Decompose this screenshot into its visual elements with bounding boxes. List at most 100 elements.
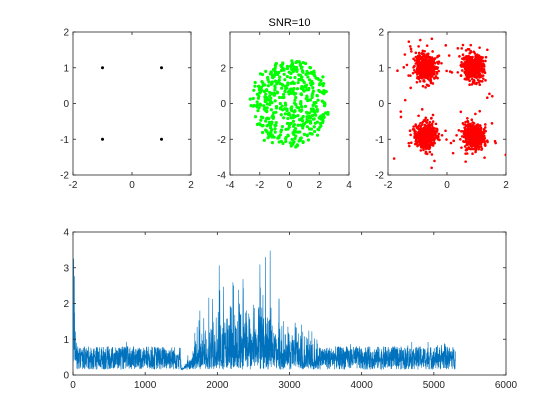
scatter-point bbox=[418, 38, 422, 42]
scatter-point bbox=[299, 76, 304, 80]
scatter-point bbox=[436, 134, 440, 138]
scatter-point bbox=[405, 63, 409, 67]
scatter-point bbox=[471, 147, 474, 151]
scatter-point bbox=[482, 137, 485, 141]
scatter-point bbox=[278, 75, 282, 79]
scatter-point bbox=[430, 153, 434, 156]
scatter-point bbox=[423, 49, 426, 53]
scatter-point bbox=[474, 55, 477, 58]
scatter-point bbox=[480, 80, 484, 83]
scatter-point bbox=[305, 117, 309, 122]
scatter-point bbox=[255, 122, 260, 126]
axes-4: 0 1000 2000 3000 4000 5000 6000 0 1 2 3 4 bbox=[63, 228, 517, 392]
scatter-point bbox=[467, 76, 471, 79]
scatter-point bbox=[429, 77, 432, 81]
scatter-point bbox=[473, 134, 477, 137]
scatter-point bbox=[416, 144, 419, 148]
scatter-point bbox=[418, 130, 421, 133]
scatter-point bbox=[251, 96, 255, 101]
scatter-point bbox=[460, 146, 463, 149]
scatter-point bbox=[296, 81, 300, 85]
scatter-point bbox=[304, 72, 308, 76]
scatter-point bbox=[471, 131, 474, 135]
scatter-point bbox=[258, 102, 262, 106]
scatter-point bbox=[274, 123, 278, 128]
scatter-point bbox=[399, 110, 403, 113]
scatter-point bbox=[474, 126, 478, 129]
scatter-point bbox=[421, 84, 425, 88]
scatter-point bbox=[408, 129, 412, 133]
scatter-point bbox=[291, 80, 295, 84]
scatter-point bbox=[462, 139, 465, 143]
scatter-point bbox=[269, 82, 273, 86]
scatter-point bbox=[421, 123, 424, 126]
scatter-point bbox=[475, 143, 479, 146]
scatter-point bbox=[287, 89, 291, 93]
scatter-point bbox=[425, 129, 428, 133]
scatter-point bbox=[274, 104, 279, 109]
scatter-point bbox=[479, 145, 483, 148]
scatter-point bbox=[484, 79, 487, 82]
scatter-point bbox=[276, 72, 280, 77]
scatter-point bbox=[264, 92, 268, 96]
y-tick-label: 2 bbox=[378, 28, 384, 39]
scatter-point bbox=[290, 59, 294, 63]
scatter-point bbox=[430, 136, 433, 140]
scatter-point bbox=[426, 118, 429, 122]
scatter-point bbox=[437, 138, 440, 141]
scatter-point bbox=[473, 70, 477, 74]
scatter-point bbox=[291, 119, 296, 123]
scatter-point bbox=[267, 80, 271, 84]
scatter-point bbox=[465, 148, 469, 152]
scatter-point bbox=[257, 85, 261, 89]
x-tick-label: 1000 bbox=[134, 380, 157, 391]
scatter-point bbox=[463, 71, 467, 75]
constellation-point bbox=[101, 137, 104, 141]
scatter-point bbox=[460, 65, 463, 68]
scatter-point bbox=[315, 94, 319, 98]
scatter-point bbox=[294, 95, 298, 100]
scatter-point bbox=[265, 124, 269, 128]
scatter-point bbox=[293, 98, 297, 102]
scatter-point bbox=[430, 70, 433, 74]
scatter-point bbox=[427, 145, 430, 149]
scatter-point bbox=[476, 78, 480, 82]
scatter-point bbox=[290, 137, 294, 142]
scatter-point bbox=[285, 74, 289, 79]
x-tick-label: 0 bbox=[444, 180, 450, 191]
scatter-point bbox=[320, 99, 324, 103]
scatter-point bbox=[464, 65, 468, 68]
scatter-point bbox=[301, 79, 305, 83]
x-tick-label: -4 bbox=[226, 180, 235, 191]
scatter-point bbox=[296, 106, 301, 110]
scatter-point bbox=[255, 100, 259, 104]
chart-title: SNR=10 bbox=[269, 17, 311, 29]
scatter-point bbox=[430, 56, 434, 59]
scatter-point bbox=[420, 108, 424, 111]
scatter-point bbox=[410, 50, 413, 53]
y-tick-label: 3 bbox=[63, 263, 69, 274]
scatter-point bbox=[439, 27, 442, 30]
scatter-point bbox=[283, 107, 287, 111]
scatter-point bbox=[466, 119, 470, 123]
constellation-point bbox=[160, 137, 163, 141]
scatter-point bbox=[305, 88, 309, 92]
scatter-point bbox=[425, 44, 429, 47]
scatter-point bbox=[417, 114, 420, 118]
scatter-point bbox=[287, 111, 291, 115]
scatter-point bbox=[318, 125, 322, 129]
scatter-point bbox=[267, 131, 271, 136]
scatter-point bbox=[474, 66, 478, 70]
scatter-point bbox=[437, 62, 440, 65]
scatter-point bbox=[282, 72, 286, 76]
scatter-point bbox=[295, 59, 299, 64]
scatter-point bbox=[465, 139, 468, 143]
scatter-point bbox=[419, 125, 422, 128]
scatter-point bbox=[484, 144, 487, 147]
scatter-point bbox=[478, 46, 481, 49]
scatter-point bbox=[307, 127, 312, 131]
scatter-point bbox=[480, 68, 484, 72]
scatter-point bbox=[479, 62, 482, 66]
data-marks bbox=[392, 27, 506, 170]
